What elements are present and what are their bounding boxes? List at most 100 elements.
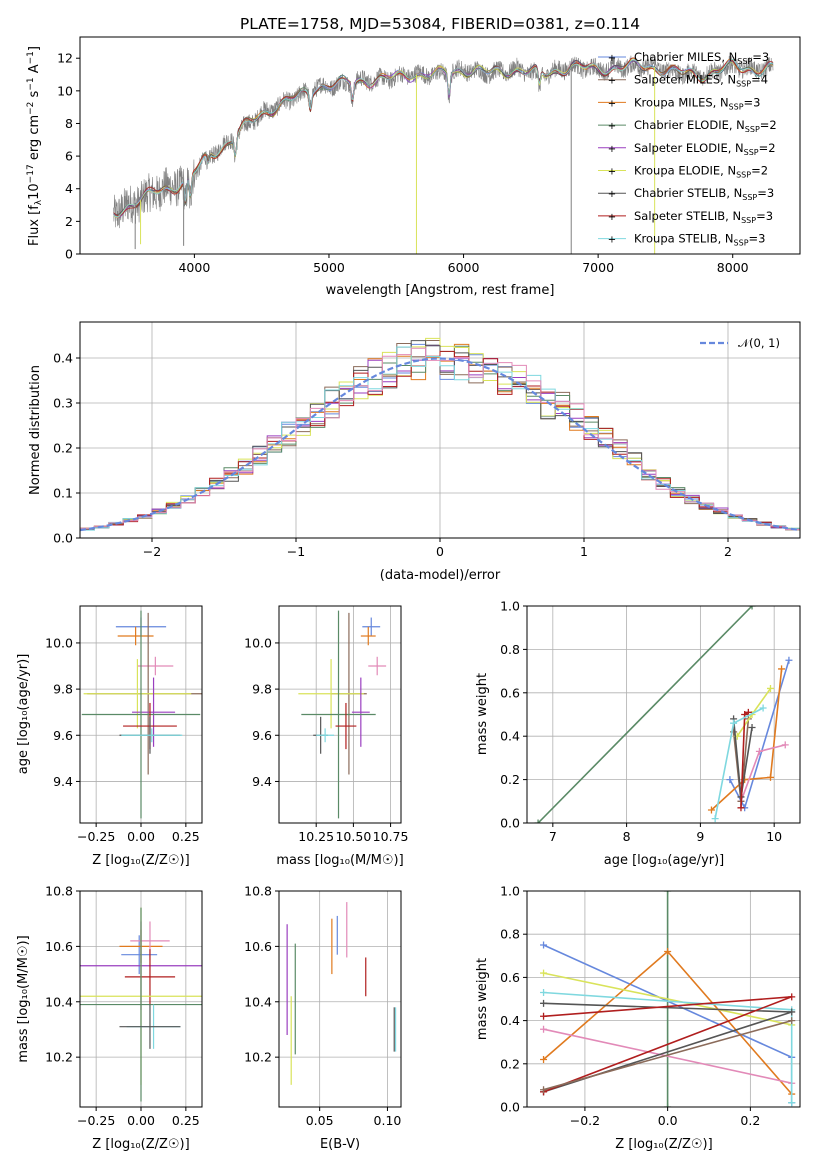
residual-plot-area <box>80 337 800 532</box>
wZ-marker-4-0 <box>540 969 548 977</box>
wZ-plot-area <box>540 891 796 1107</box>
spectrum-ytick-label-3: 6 <box>65 149 73 164</box>
wAge-ytick-label-4: 0.8 <box>500 642 520 657</box>
wAge-marker-7-2 <box>744 708 752 716</box>
mE-xtick-label-1: 0.10 <box>374 1113 402 1128</box>
wAge-marker-3-1 <box>755 747 763 755</box>
legend-nssp-value-0: =3 <box>752 50 769 64</box>
legend-label-7: Salpeter STELIB, NSSP=3 <box>634 209 773 225</box>
spectrum-xlabel: wavelength [Angstrom, rest frame] <box>326 283 555 298</box>
wAge-marker-8-0 <box>711 815 719 823</box>
spectrum-legend: + Chabrier MILES, NSSP=3+ Salpeter MILES, … <box>598 50 777 248</box>
wAge-xlabel: age [log₁₀(age/yr)] <box>604 853 725 868</box>
residual-ytick-label-4: 0.4 <box>53 351 73 366</box>
wAge-ytick-label-2: 0.4 <box>500 729 520 744</box>
mZ-ylabel: mass [log₁₀(M/M☉)] <box>16 935 31 1062</box>
spectrum-xtick-label-2: 6000 <box>448 260 480 275</box>
mass-vs-Z-panel: −0.25 0.00 0.25 10.2 10.4 10.6 10.8 <box>45 884 203 1128</box>
legend-marker-2: + <box>608 98 616 109</box>
residual-panel: −2 −1 0 1 2 0.0 0.1 0.2 0.3 0.4 (data-model)/erro… <box>28 321 801 583</box>
weight-vs-Z-panel: −0.2 0.0 0.2 0.0 0.2 0.4 0.6 0.8 1.0 <box>500 884 801 1128</box>
wZ-marker-8-1 <box>788 1017 796 1025</box>
residual-ytick-label-1: 0.1 <box>53 486 73 501</box>
spectrum-ytick-label-1: 2 <box>65 214 73 229</box>
legend-model-7: Salpeter STELIB, N <box>634 209 741 223</box>
wAge-xtick-label-1: 8 <box>623 829 631 844</box>
wAge-xtick-label-3: 10 <box>766 829 782 844</box>
wZ-marker-7-2 <box>540 1012 548 1020</box>
wAge-ytick-label-1: 0.2 <box>500 772 520 787</box>
spectrum-frame <box>79 36 801 255</box>
spectrum-ytick-label-5: 10 <box>57 83 73 98</box>
wAge-marker-1-2 <box>785 656 793 664</box>
wZ-ytick-label-5: 1.0 <box>500 884 520 899</box>
residual-hist-pink <box>80 347 800 530</box>
wZ-marker-0-1 <box>664 891 672 895</box>
spectrum-ytick-label-2: 4 <box>65 181 73 196</box>
legend-model-4: Salpeter ELODIE, N <box>634 141 744 155</box>
wAge-marker-5-2 <box>766 684 774 692</box>
wAge-xtick-label-0: 7 <box>549 829 557 844</box>
spectrum-plot-area <box>113 55 774 254</box>
wAge-xtick-label-2: 9 <box>696 829 704 844</box>
wAge-ytick-label-5: 1.0 <box>500 599 520 614</box>
ageZ-frame <box>79 605 203 824</box>
spectrum-model-kroupa-stelib <box>113 58 774 218</box>
mZ-xtick-label-1: 0.00 <box>127 1113 155 1128</box>
legend-label-8: Kroupa STELIB, NSSP=3 <box>634 232 765 248</box>
legend-label-4: Salpeter ELODIE, NSSP=2 <box>634 141 776 157</box>
legend-model-6: Chabrier STELIB, N <box>634 186 742 200</box>
legend-nssp-sub-4: SSP <box>744 148 759 157</box>
wAge-marker-2-0 <box>707 806 715 814</box>
residual-ylabel: Normed distribution <box>28 365 43 495</box>
ageM-ytick-label-2: 9.8 <box>252 682 272 697</box>
wAge-marker-1-0 <box>726 776 734 784</box>
wAge-marker-3-2 <box>781 741 789 749</box>
spectrum-title: PLATE=1758, MJD=53084, FIBERID=0381, z=0… <box>240 15 640 33</box>
wAge-marker-2-2 <box>766 773 774 781</box>
legend-nssp-sub-7: SSP <box>741 216 756 225</box>
spectrum-xtick-label-0: 4000 <box>178 260 210 275</box>
wZ-marker-7-1 <box>788 993 796 1001</box>
wZ-xlabel: Z [log₁₀(Z/Z☉)] <box>615 1137 712 1152</box>
wZ-marker-5-2 <box>788 1099 796 1107</box>
ageZ-ytick-label-3: 10.0 <box>45 635 73 650</box>
mE-frame <box>278 890 402 1108</box>
wZ-line-4 <box>543 972 792 1026</box>
legend-model-2: Kroupa MILES, N <box>634 95 729 109</box>
spectrum-xtick-label-1: 5000 <box>313 260 345 275</box>
legend-nssp-sub-8: SSP <box>734 239 749 248</box>
legend-marker-8: + <box>608 235 616 246</box>
wZ-ytick-label-1: 0.2 <box>500 1056 520 1071</box>
legend-nssp-value-4: =2 <box>759 141 776 155</box>
ageZ-xtick-label-2: 0.25 <box>172 829 200 844</box>
residual-xtick-label-3: 1 <box>580 544 588 559</box>
ageM-xlabel: mass [log₁₀(M/M☉)] <box>276 853 403 868</box>
ageZ-ytick-label-0: 9.4 <box>53 774 73 789</box>
legend-label-3: Chabrier ELODIE, NSSP=2 <box>634 118 777 134</box>
wZ-marker-2-1 <box>664 947 672 955</box>
wAge-marker-0-0 <box>534 819 542 823</box>
wAge-marker-0-1 <box>748 606 756 610</box>
mZ-xlabel: Z [log₁₀(Z/Z☉)] <box>92 1137 189 1152</box>
legend-nssp-value-2: =3 <box>744 95 761 109</box>
legend-label-5: Kroupa ELODIE, NSSP=2 <box>634 164 768 180</box>
ageZ-ytick-label-1: 9.6 <box>53 728 73 743</box>
wZ-line-8 <box>543 1019 792 1091</box>
mZ-xtick-label-0: −0.25 <box>77 1113 115 1128</box>
wZ-xtick-label-2: 0.2 <box>740 1113 760 1128</box>
wAge-line-8 <box>714 707 764 819</box>
wAge-line-0 <box>537 606 753 823</box>
age-vs-Z-panel: −0.25 0.00 0.25 9.4 9.6 9.8 10.0 <box>45 605 203 844</box>
ageM-xtick-label-2: 10.75 <box>373 829 409 844</box>
wAge-line-2 <box>710 668 783 811</box>
residual-ytick-label-2: 0.2 <box>53 441 73 456</box>
ageM-xtick-label-0: 10.25 <box>298 829 334 844</box>
wZ-ytick-label-3: 0.6 <box>500 970 520 985</box>
mZ-ytick-label-3: 10.8 <box>45 884 73 899</box>
ageM-xtick-label-1: 10.50 <box>335 829 371 844</box>
residual-xtick-label-2: 0 <box>436 544 444 559</box>
wAge-plot-area <box>534 606 793 823</box>
residual-xtick-label-4: 2 <box>724 544 732 559</box>
ageM-plot-area <box>298 610 387 819</box>
